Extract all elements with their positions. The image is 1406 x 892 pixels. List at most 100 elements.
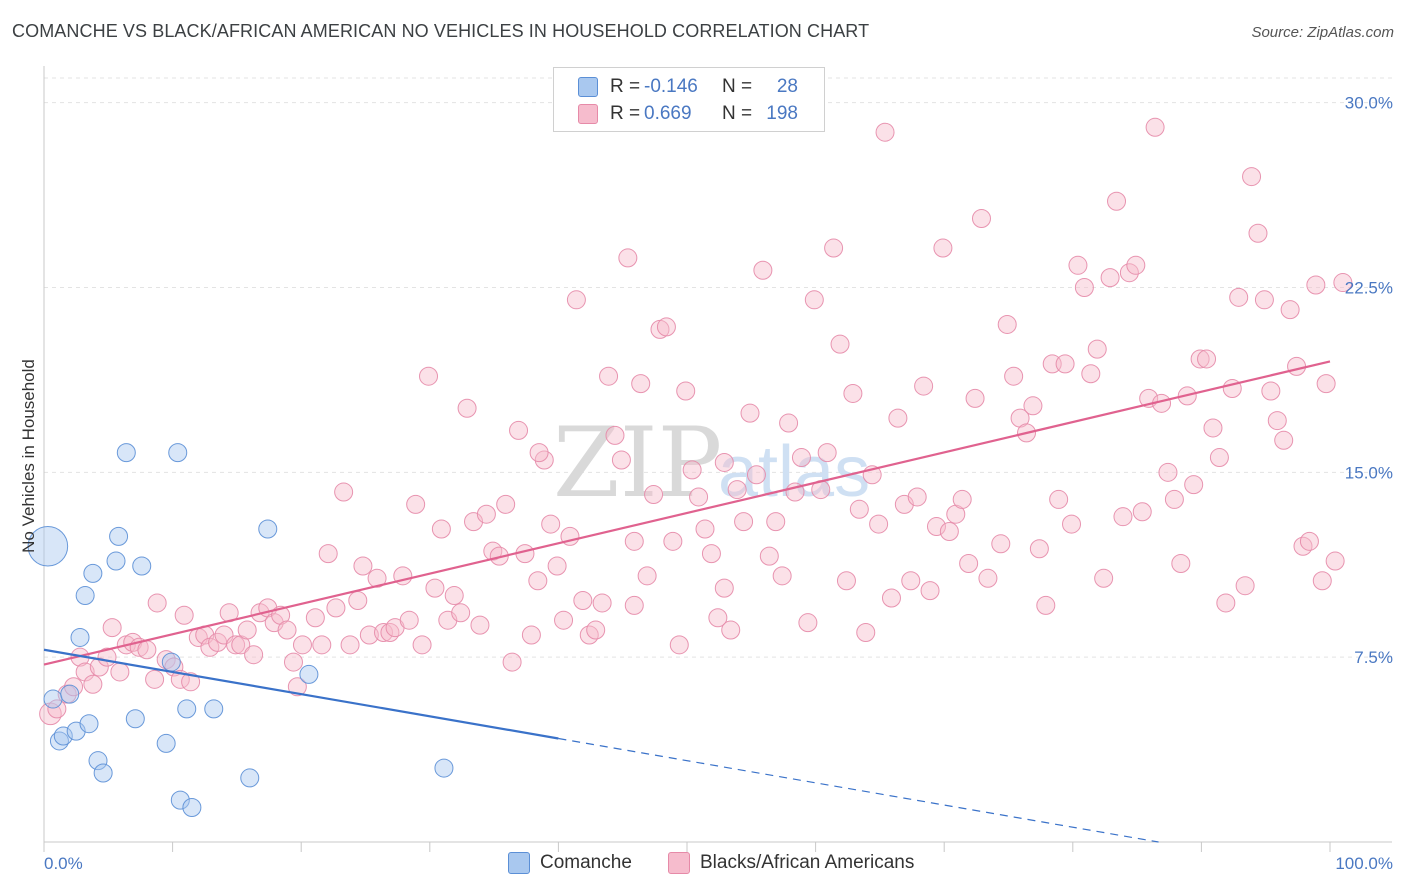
y-tick-label: 22.5% bbox=[1345, 278, 1393, 297]
data-point bbox=[772, 566, 792, 586]
data-point bbox=[939, 521, 959, 541]
data-point bbox=[451, 603, 471, 623]
legend-label: Blacks/African Americans bbox=[700, 852, 915, 873]
data-point bbox=[1107, 191, 1127, 211]
data-point bbox=[102, 618, 122, 638]
data-point bbox=[579, 625, 599, 645]
series-comanche-points bbox=[27, 443, 454, 817]
data-point bbox=[1312, 571, 1332, 591]
data-point bbox=[1184, 475, 1204, 495]
axes bbox=[43, 66, 1392, 852]
data-point bbox=[470, 615, 490, 635]
data-point bbox=[624, 531, 644, 551]
data-point bbox=[170, 790, 190, 810]
data-point bbox=[89, 657, 109, 677]
data-point bbox=[318, 544, 338, 564]
data-point bbox=[1055, 354, 1075, 374]
data-point bbox=[881, 588, 901, 608]
watermark-zip: ZIP bbox=[553, 407, 722, 519]
data-point bbox=[240, 768, 260, 788]
data-point bbox=[791, 448, 811, 468]
data-point bbox=[348, 590, 368, 610]
black-swatch bbox=[578, 104, 598, 124]
data-point bbox=[116, 443, 136, 463]
data-point bbox=[43, 689, 63, 709]
data-point bbox=[611, 450, 631, 470]
data-point bbox=[547, 556, 567, 576]
data-point bbox=[541, 514, 561, 534]
data-point bbox=[168, 443, 188, 463]
data-point bbox=[292, 635, 312, 655]
r-label: R = bbox=[610, 76, 641, 97]
data-point bbox=[1293, 536, 1313, 556]
data-point bbox=[1299, 531, 1319, 551]
data-point bbox=[1094, 568, 1114, 588]
data-point bbox=[521, 625, 541, 645]
data-point bbox=[933, 238, 953, 258]
data-point bbox=[476, 504, 496, 524]
x-tick-labels: 0.0% 100.0% bbox=[44, 854, 1393, 873]
data-point bbox=[174, 605, 194, 625]
data-point bbox=[177, 699, 197, 719]
data-point bbox=[406, 494, 426, 514]
data-point bbox=[145, 669, 165, 689]
data-point bbox=[695, 519, 715, 539]
data-point bbox=[566, 290, 586, 310]
data-point bbox=[836, 571, 856, 591]
data-point bbox=[708, 608, 728, 628]
legend-item-comanche[interactable]: Comanche bbox=[508, 852, 632, 874]
trend-line-comanche bbox=[43, 648, 559, 740]
y-tick-label: 7.5% bbox=[1354, 648, 1393, 667]
y-axis-label: No Vehicles in Household bbox=[19, 359, 38, 553]
data-point bbox=[399, 610, 419, 630]
data-point bbox=[509, 420, 529, 440]
data-point bbox=[1004, 366, 1024, 386]
correlation-legend: R = -0.146 N = 28 R = 0.669 N = 198 bbox=[553, 67, 825, 132]
data-point bbox=[843, 383, 863, 403]
data-point bbox=[721, 620, 741, 640]
data-point bbox=[656, 317, 676, 337]
data-point bbox=[374, 623, 394, 643]
data-point bbox=[299, 664, 319, 684]
data-point bbox=[1316, 374, 1336, 394]
data-point bbox=[592, 593, 612, 613]
data-point bbox=[258, 519, 278, 539]
series-black-points bbox=[39, 117, 1353, 726]
data-point bbox=[88, 751, 108, 771]
x-tick-label: 0.0% bbox=[44, 854, 83, 873]
data-point bbox=[991, 534, 1011, 554]
data-point bbox=[132, 556, 152, 576]
data-point bbox=[586, 620, 606, 640]
n-label: N = bbox=[722, 103, 753, 124]
data-point bbox=[340, 635, 360, 655]
data-point bbox=[714, 578, 734, 598]
data-point bbox=[875, 122, 895, 142]
data-point bbox=[1287, 356, 1307, 376]
watermark: ZIP atlas bbox=[553, 407, 870, 519]
y-tick-labels: 7.5% 15.0% 22.5% 30.0% bbox=[1345, 94, 1393, 668]
data-point bbox=[779, 413, 799, 433]
data-point bbox=[971, 208, 991, 228]
data-point bbox=[740, 403, 760, 423]
data-point bbox=[978, 568, 998, 588]
legend-row-black: R = 0.669 N = 198 bbox=[578, 101, 798, 127]
data-point bbox=[830, 334, 850, 354]
data-point bbox=[554, 610, 574, 630]
data-point bbox=[1242, 167, 1262, 187]
data-point bbox=[624, 595, 644, 615]
data-point bbox=[573, 590, 593, 610]
data-point bbox=[1126, 255, 1146, 275]
source-label: Source: ZipAtlas.com bbox=[1251, 24, 1394, 41]
data-point bbox=[27, 525, 69, 567]
legend-item-black[interactable]: Blacks/African Americans bbox=[668, 852, 914, 874]
data-point bbox=[60, 684, 80, 704]
data-point bbox=[605, 425, 625, 445]
n-value: 198 bbox=[766, 103, 798, 124]
data-point bbox=[734, 512, 754, 532]
data-point bbox=[79, 714, 99, 734]
data-point bbox=[746, 465, 766, 485]
data-point bbox=[444, 586, 464, 606]
data-point bbox=[312, 635, 332, 655]
data-point bbox=[1132, 502, 1152, 522]
data-point bbox=[431, 519, 451, 539]
